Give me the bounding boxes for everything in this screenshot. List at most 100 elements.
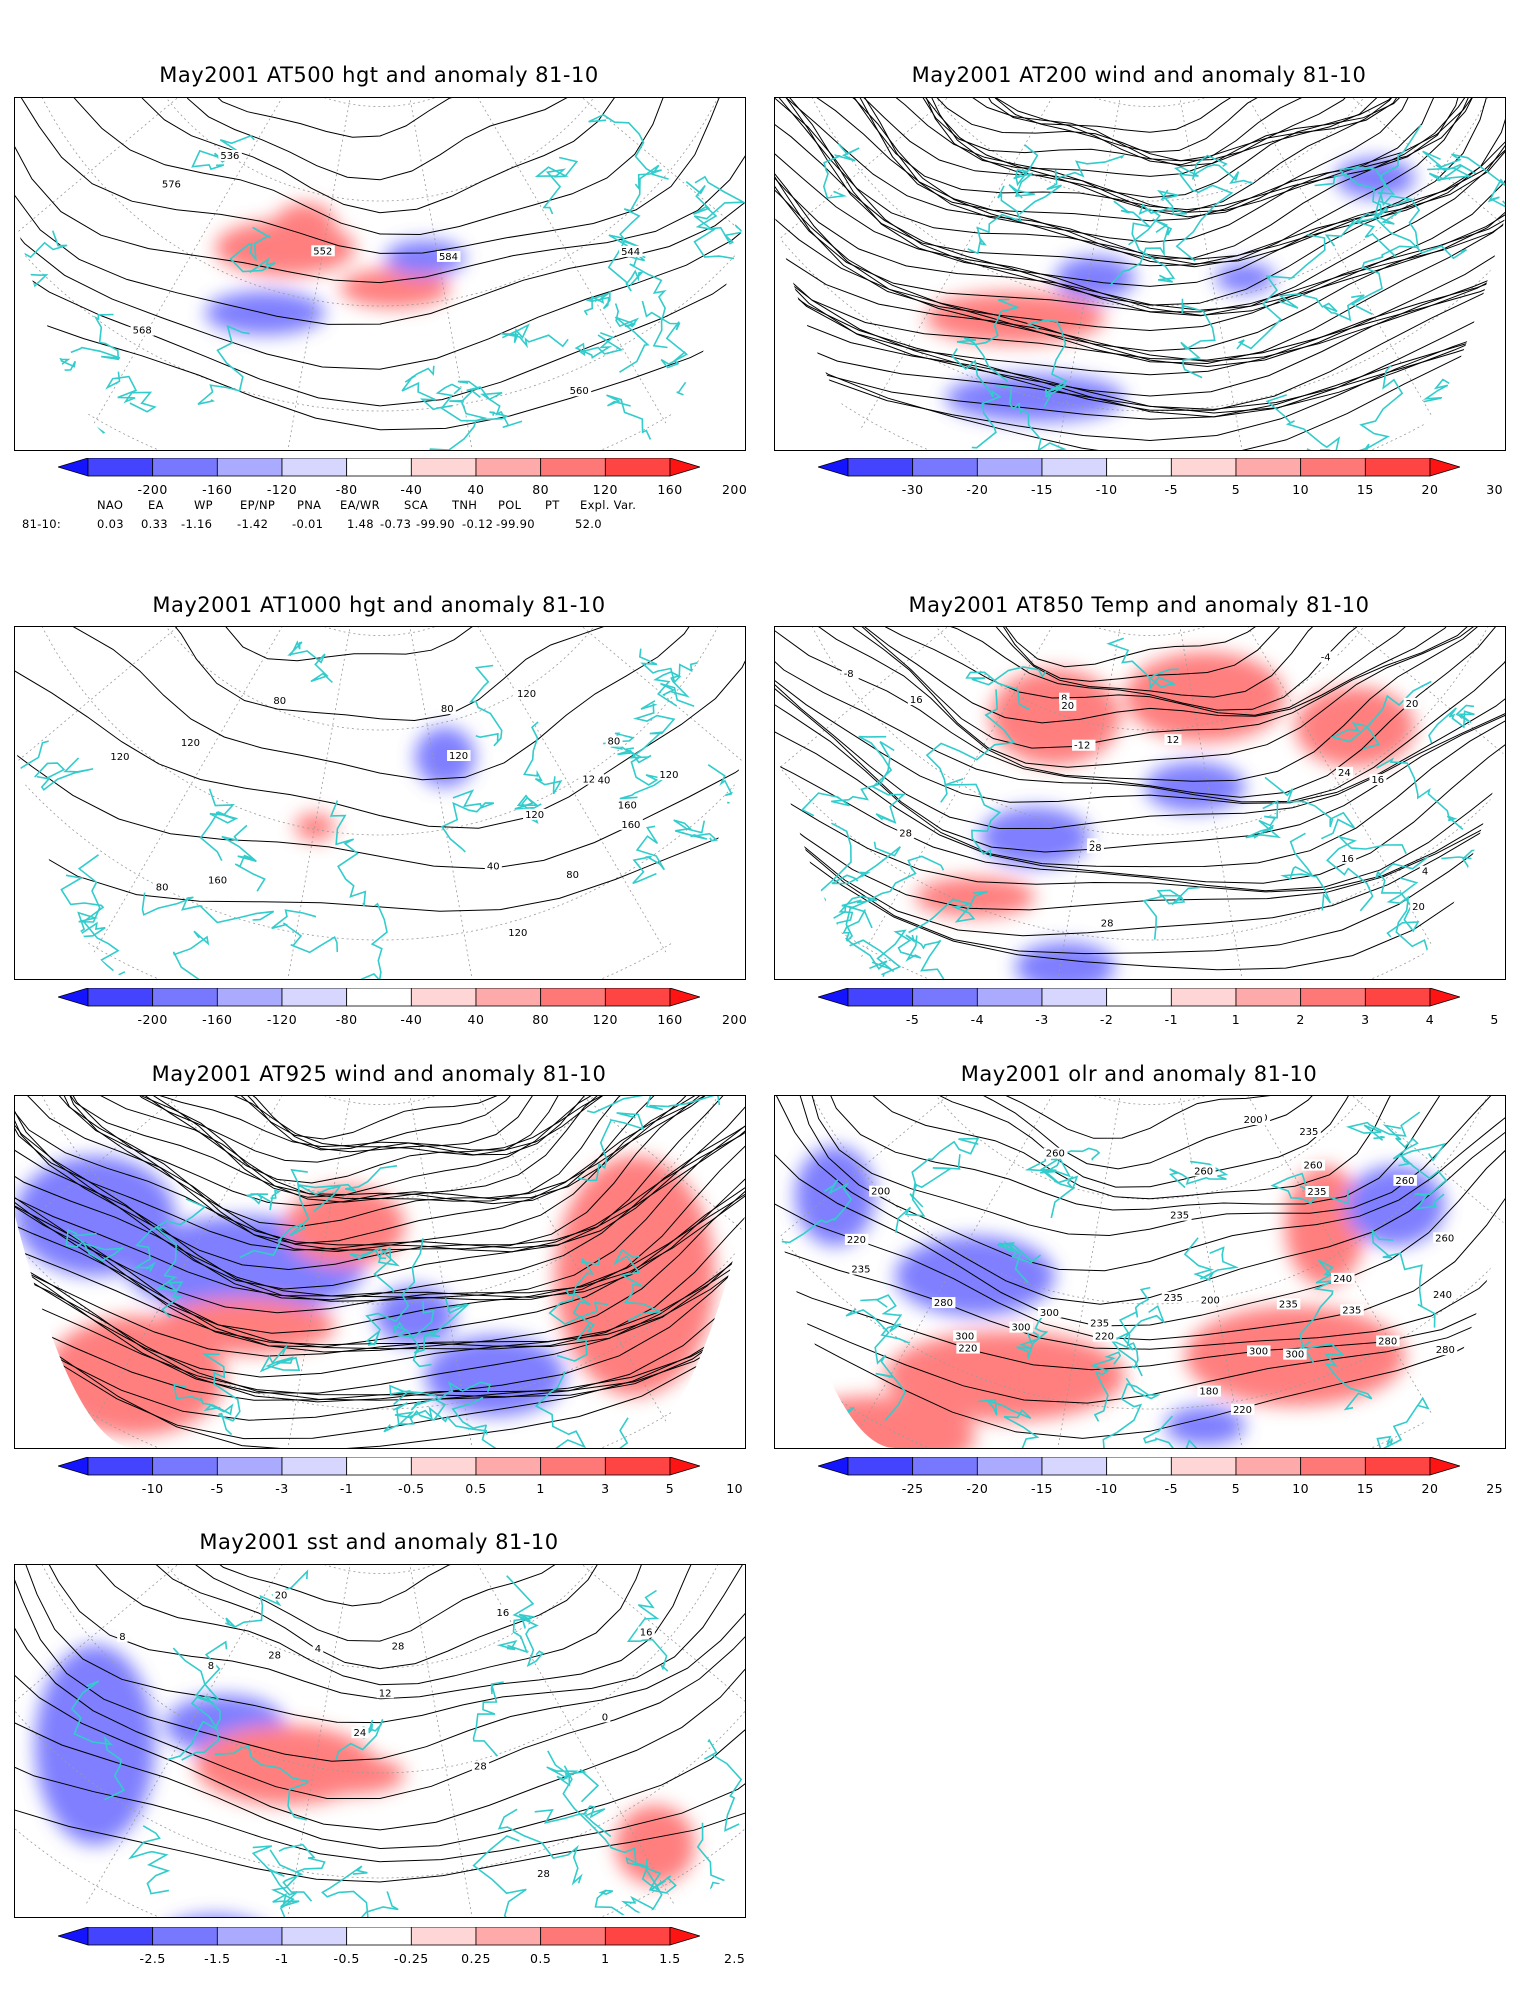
colorbar-tick-label: -4 (970, 1012, 985, 1027)
coastline-segment (534, 1371, 587, 1448)
contour-line (15, 1326, 745, 1421)
contour-label: 28 (1101, 919, 1114, 930)
contour-line (775, 1282, 1505, 1371)
coastline-segment (221, 824, 266, 892)
panel-title-p5: May2001 AT925 wind and anomaly 81-10 (151, 1062, 607, 1086)
contour-label: 12 (1166, 735, 1179, 746)
contour-label: 24 (353, 1728, 366, 1739)
longitude-line (581, 98, 745, 235)
coastline-segment (822, 143, 860, 199)
colorbar-tick-label: 40 (467, 1012, 485, 1027)
map-svg-p6: 235 220 200 240 180 200 235 235 220 260 235 220 300 2… (775, 1096, 1505, 1448)
coastline-segment (329, 800, 367, 907)
contour-label-bg (1301, 1159, 1326, 1171)
contour-label-bg (1009, 1321, 1033, 1333)
contour-line (217, 98, 453, 138)
coastlines (775, 1111, 1448, 1448)
contour-line (775, 731, 1505, 884)
colorbar-box (1364, 987, 1431, 1007)
contour-line (15, 1275, 745, 1401)
tc-value-nao: 0.03 (97, 517, 124, 531)
contour-label: 260 (1194, 1166, 1213, 1177)
longitude-line (287, 98, 351, 450)
contour-line (775, 704, 1505, 868)
contour-label-bg (494, 1607, 512, 1619)
contour-line (775, 249, 1505, 362)
contour-label-bg (580, 773, 604, 785)
coastline-segment (602, 732, 652, 764)
contour-line (15, 1321, 745, 1440)
contour-label: 120 (181, 738, 200, 749)
colorbar-tick-label: -0.5 (398, 1481, 425, 1496)
colorbar-box (1300, 457, 1366, 477)
colorbar-left-arrow (816, 457, 849, 477)
contour-label: 28 (1089, 843, 1102, 854)
contour-line (972, 98, 1346, 167)
colorbar-svg (56, 457, 702, 477)
colorbar-box (152, 457, 218, 477)
contour-label: 235 (1164, 1293, 1183, 1304)
contour-label: 120 (449, 751, 468, 762)
contour-label-bg (1283, 1348, 1307, 1360)
colorbar-tick-label: -3 (275, 1481, 289, 1496)
contour-label-bg (484, 860, 502, 872)
longitude-line (15, 98, 380, 140)
colorbar-tick-label: 1 (536, 1481, 545, 1496)
colorbar-tick-label: 3 (601, 1481, 610, 1496)
contour-line (15, 146, 745, 284)
coastline-segment (297, 1165, 398, 1213)
contour-line (15, 1193, 745, 1334)
contour-label: -8 (844, 669, 854, 680)
contour-label-bg (1410, 900, 1428, 912)
coastline-segment (626, 1589, 669, 1672)
colorbar-box (1300, 987, 1366, 1007)
coastline-segment (905, 934, 945, 979)
colorbar-box (1170, 457, 1237, 477)
coastline-segment (349, 1246, 400, 1293)
contour-lines (775, 98, 1505, 450)
coastline-segment (1314, 173, 1383, 247)
contour-line (775, 281, 1505, 418)
latitude-circle (811, 98, 1489, 307)
contour-label-bg (953, 1330, 977, 1342)
coastline-segment (321, 1865, 369, 1917)
contour-label-bg (1241, 1114, 1266, 1126)
contour-line (219, 1565, 452, 1607)
contour-label: 16 (640, 1628, 653, 1639)
contour-lines (15, 627, 745, 912)
coastline-segment (834, 855, 945, 950)
contour-line (925, 98, 1400, 177)
coastline-segment (1376, 1396, 1430, 1448)
tc-value-eawr: 1.48 (347, 517, 374, 531)
hemisphere-mask (15, 1216, 745, 1448)
coastline-segment (845, 1308, 907, 1422)
coastline-segment (199, 788, 239, 861)
coastline-segment (1142, 1415, 1198, 1448)
contour-label-bg (1098, 917, 1116, 929)
longitude-line (78, 627, 283, 979)
colorbar-tick-label: -40 (400, 482, 423, 497)
colorbar-tick-label: 200 (721, 482, 748, 497)
contour-line (775, 793, 1505, 893)
colorbar-box (346, 1456, 412, 1476)
map-panel-p5 (14, 1095, 746, 1449)
contour-label-bg (312, 1643, 324, 1655)
coastline-segment (383, 1398, 447, 1433)
coastline-segment (1008, 144, 1039, 199)
coastline-segment (225, 1569, 309, 1628)
hemisphere-mask (775, 218, 1505, 450)
anomaly-shading (205, 203, 465, 335)
colorbar-tick-label: 15 (1356, 482, 1374, 497)
contour-line (775, 186, 1505, 313)
contour-label: 4 (1422, 867, 1428, 878)
colorbar-box (410, 1926, 477, 1946)
contour-label: 16 (1341, 854, 1354, 865)
anomaly-blob (193, 1915, 237, 1917)
contour-label: 280 (934, 1298, 953, 1309)
contour-line (15, 1178, 745, 1298)
coastline-segment (978, 1398, 1040, 1448)
contour-label: 200 (1244, 1115, 1263, 1126)
contour-label: 220 (847, 1235, 866, 1246)
colorbar-labels: -5 -4 -3 -2 -1 1 2 3 4 5 (818, 1012, 1498, 1028)
coastline-segment (1024, 1147, 1076, 1219)
